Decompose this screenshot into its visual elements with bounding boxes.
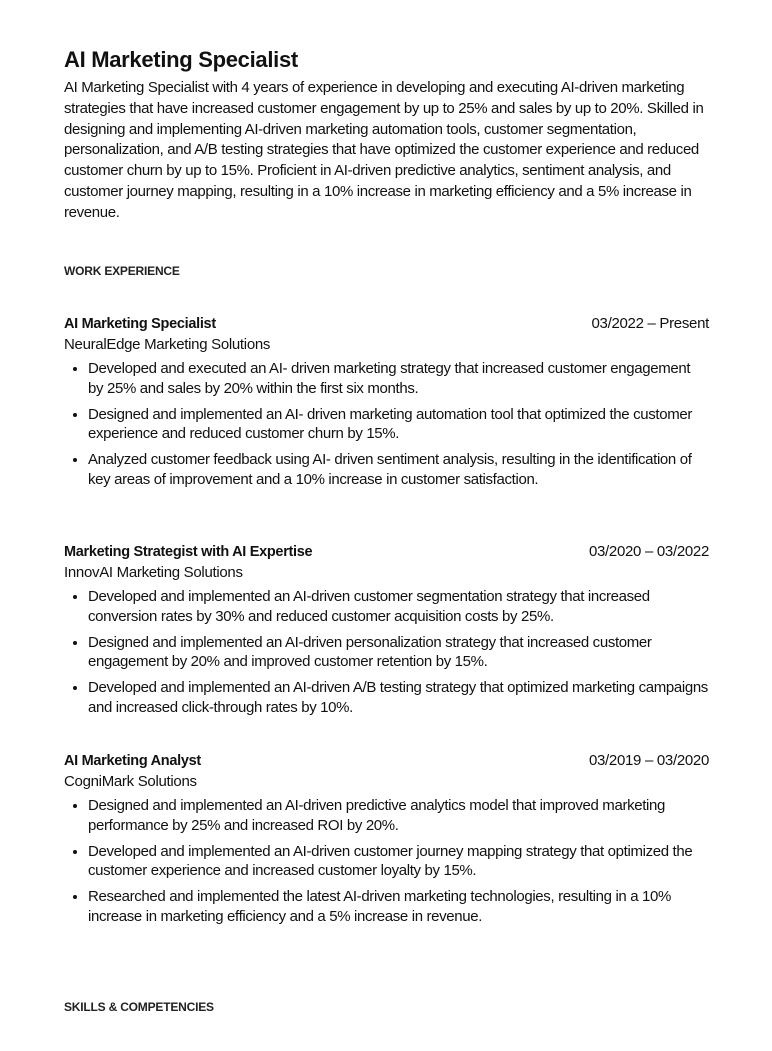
company-name: NeuralEdge Marketing Solutions [64,336,271,353]
job-entry: AI Marketing Specialist 03/2022 – Present… [64,315,709,496]
bullet-item: Developed and implemented an AI-driven A… [88,678,709,717]
job-bullets: Developed and implemented an AI-driven c… [64,587,709,717]
bullet-item: Developed and implemented an AI-driven c… [88,587,709,626]
bullet-item: Developed and implemented an AI-driven c… [88,842,709,881]
job-dates: 03/2020 – 03/2022 [588,543,709,560]
bullet-item: Designed and implemented an AI- driven m… [88,405,709,444]
job-bullets: Developed and executed an AI- driven mar… [64,359,709,489]
job-title: AI Marketing Specialist [64,316,216,332]
company-name: CogniMark Solutions [64,773,197,790]
job-header: AI Marketing Analyst 03/2019 – 03/2020 [64,752,709,769]
job-bullets: Designed and implemented an AI-driven pr… [64,796,709,926]
resume-title: AI Marketing Specialist [64,47,298,72]
job-header: Marketing Strategist with AI Expertise 03… [64,543,709,560]
job-header: AI Marketing Specialist 03/2022 – Present [64,315,709,332]
job-title: Marketing Strategist with AI Expertise [64,544,313,560]
job-dates: 03/2019 – 03/2020 [588,752,709,769]
job-dates: 03/2022 – Present [591,315,710,332]
company-name: InnovAI Marketing Solutions [64,564,243,581]
job-entry: AI Marketing Analyst 03/2019 – 03/2020 Cog… [64,752,709,933]
skills-heading: SKILLS & COMPETENCIES [64,1000,214,1014]
professional-summary: AI Marketing Specialist with 4 years of … [64,79,704,221]
bullet-item: Designed and implemented an AI-driven pe… [88,633,709,672]
bullet-item: Developed and executed an AI- driven mar… [88,359,709,398]
bullet-item: Designed and implemented an AI-driven pr… [88,796,709,835]
bullet-item: Analyzed customer feedback using AI- dri… [88,450,709,489]
work-experience-heading: WORK EXPERIENCE [64,264,180,278]
bullet-item: Researched and implemented the latest AI… [88,887,709,926]
job-entry: Marketing Strategist with AI Expertise 03… [64,543,709,724]
job-title: AI Marketing Analyst [64,753,201,769]
